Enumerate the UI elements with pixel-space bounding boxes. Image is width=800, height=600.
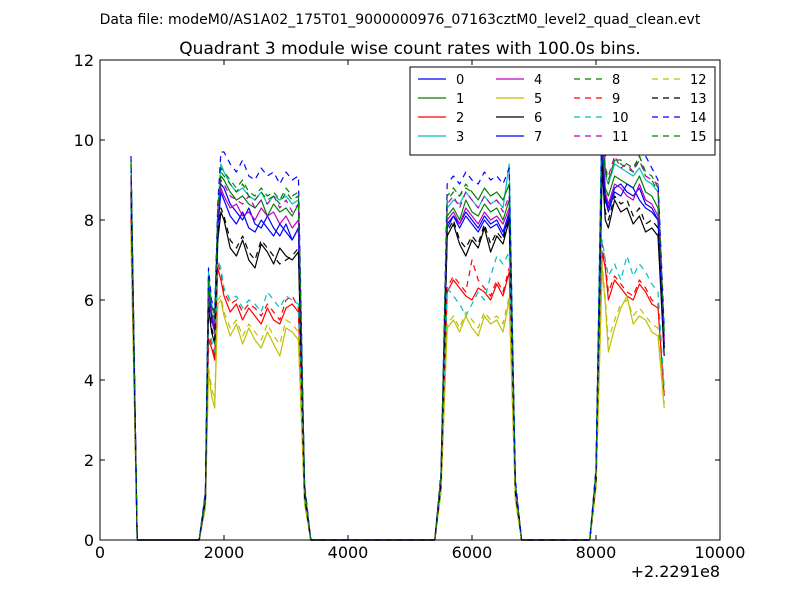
x-tick-label: 0 — [95, 543, 105, 562]
series-line-8 — [130, 127, 665, 541]
y-tick-label: 8 — [84, 211, 94, 230]
legend-label-4: 4 — [534, 73, 542, 88]
legend-label-9: 9 — [612, 92, 620, 107]
legend-label-11: 11 — [612, 130, 629, 145]
x-tick-label: 8000 — [576, 543, 617, 562]
y-tick-label: 2 — [84, 451, 94, 470]
legend-label-7: 7 — [534, 130, 542, 145]
legend-box — [409, 66, 716, 156]
legend-label-0: 0 — [456, 73, 464, 88]
x-tick-label: 4000 — [328, 543, 369, 562]
series-line-13 — [130, 163, 665, 541]
y-tick-label: 10 — [74, 131, 94, 150]
legend-label-2: 2 — [456, 111, 464, 126]
x-tick-label: 10000 — [695, 543, 746, 562]
series-line-5 — [130, 239, 665, 541]
series-line-15 — [130, 123, 665, 541]
y-tick-label: 12 — [74, 51, 94, 70]
series-line-2 — [130, 219, 665, 541]
datafile-label: Data file: modeM0/AS1A02_175T01_90000009… — [100, 12, 701, 28]
legend-label-1: 1 — [456, 92, 464, 107]
legend-label-13: 13 — [690, 92, 707, 107]
series-layer — [130, 87, 665, 541]
y-tick-label: 0 — [84, 531, 94, 550]
series-line-12 — [130, 235, 665, 541]
legend-label-8: 8 — [612, 73, 620, 88]
series-line-11 — [130, 119, 665, 541]
chart-title: Quadrant 3 module wise count rates with … — [179, 39, 640, 59]
series-line-6 — [130, 167, 665, 541]
x-offset-label: +2.2291e8 — [631, 562, 720, 581]
y-tick-label: 6 — [84, 291, 94, 310]
legend-label-12: 12 — [690, 73, 707, 88]
series-line-9 — [130, 215, 665, 541]
y-tick-label: 4 — [84, 371, 94, 390]
legend-label-6: 6 — [534, 111, 542, 126]
legend-label-15: 15 — [690, 130, 707, 145]
x-tick-label: 2000 — [204, 543, 245, 562]
legend-label-3: 3 — [456, 130, 464, 145]
legend-label-10: 10 — [612, 111, 629, 126]
legend-label-14: 14 — [690, 111, 707, 126]
legend-label-5: 5 — [534, 92, 542, 107]
x-tick-label: 6000 — [452, 543, 493, 562]
series-line-10 — [130, 211, 665, 541]
